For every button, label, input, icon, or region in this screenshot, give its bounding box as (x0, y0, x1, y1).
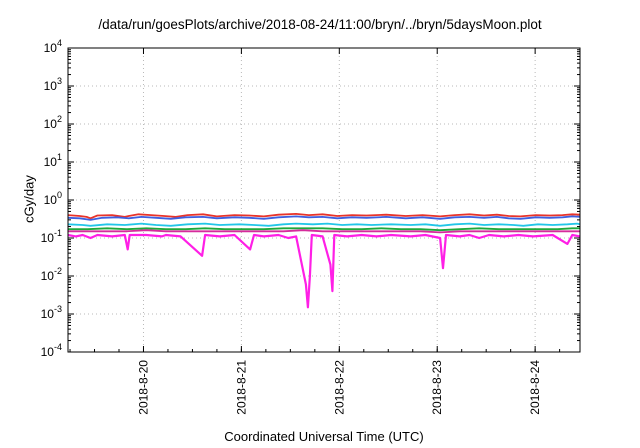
chart-title: /data/run/goesPlots/archive/2018-08-24/1… (98, 17, 542, 32)
y-tick-label: 10-1 (41, 228, 62, 245)
series-line-6 (67, 233, 581, 309)
series-line-4 (68, 227, 580, 232)
series-line-5 (68, 229, 580, 234)
y-tick-label: 102 (44, 114, 62, 131)
y-tick-label: 10-2 (41, 266, 62, 283)
x-tick-label: 2018-8-24 (528, 360, 542, 415)
y-tick-label: 103 (44, 76, 62, 93)
plot-border (67, 47, 581, 353)
series-line-1 (67, 212, 581, 220)
x-tick-label: 2018-8-21 (234, 360, 248, 415)
x-tick-label: 2018-8-20 (136, 360, 150, 415)
series-line-2 (67, 215, 581, 221)
y-tick-label: 101 (44, 152, 62, 169)
y-axis-label: cGy/day (21, 175, 37, 223)
x-axis-label: Coordinated Universal Time (UTC) (224, 429, 424, 444)
series-line-3 (67, 222, 581, 227)
y-tick-label: 104 (44, 38, 62, 55)
y-tick-label: 10-4 (41, 342, 62, 359)
x-tick-label: 2018-8-22 (332, 360, 346, 415)
y-tick-label: 10-3 (41, 304, 62, 321)
y-tick-label: 100 (44, 190, 62, 207)
x-tick-label: 2018-8-23 (430, 360, 444, 415)
